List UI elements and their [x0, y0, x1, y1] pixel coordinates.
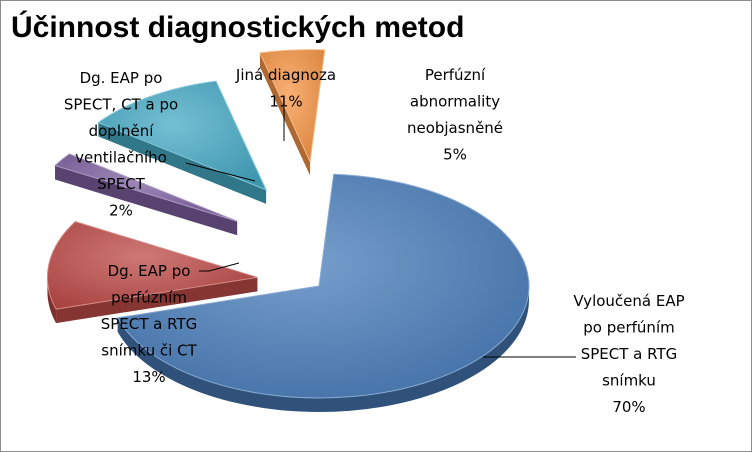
slice-category-label: SPECT a RTG: [101, 315, 198, 333]
pie-slice: [54, 153, 238, 222]
slice-category-label: ventilačního: [75, 149, 167, 167]
slice-category-label: SPECT: [97, 175, 146, 193]
slice-category-label: Jiná diagnoza: [235, 66, 336, 84]
slice-category-label: perfúzním: [111, 289, 187, 307]
slice-category-label: SPECT a RTG: [581, 345, 678, 363]
pie-slice-edge: [259, 52, 311, 176]
pie-slice-edge: [55, 165, 238, 236]
slice-category-label: abnormality: [410, 93, 500, 111]
pie-slice-edge: [56, 277, 258, 324]
leader-line: [199, 262, 240, 272]
chart-title: Účinnost diagnostických metod: [11, 11, 465, 44]
slice-category-label: snímku či CT: [101, 342, 197, 360]
slice-category-label: doplnění: [89, 122, 155, 140]
slice-category-label: SPECT, CT a po: [64, 96, 178, 114]
leader-line: [185, 162, 256, 182]
slice-value-label: 13%: [132, 368, 165, 386]
pie-slice: [97, 80, 268, 191]
slice-value-label: 11%: [269, 93, 302, 111]
pie-slice-edge: [98, 122, 267, 204]
slice-value-label: 70%: [612, 398, 645, 416]
slice-category-label: snímku: [602, 372, 656, 390]
slice-category-label: Dg. EAP po: [80, 69, 163, 87]
slice-category-label: Vyloučená EAP: [573, 292, 684, 310]
slice-category-label: Perfúzní: [425, 66, 486, 84]
slice-category-label: neobjasněné: [407, 119, 503, 137]
pie-slice: [259, 49, 326, 164]
slice-category-label: Dg. EAP po: [108, 262, 191, 280]
slice-category-label: po perfúním: [583, 319, 674, 337]
pie-slice: [46, 221, 258, 310]
slice-value-label: 2%: [109, 202, 133, 220]
pie-slice: [116, 173, 530, 399]
slice-value-label: 5%: [443, 146, 467, 164]
